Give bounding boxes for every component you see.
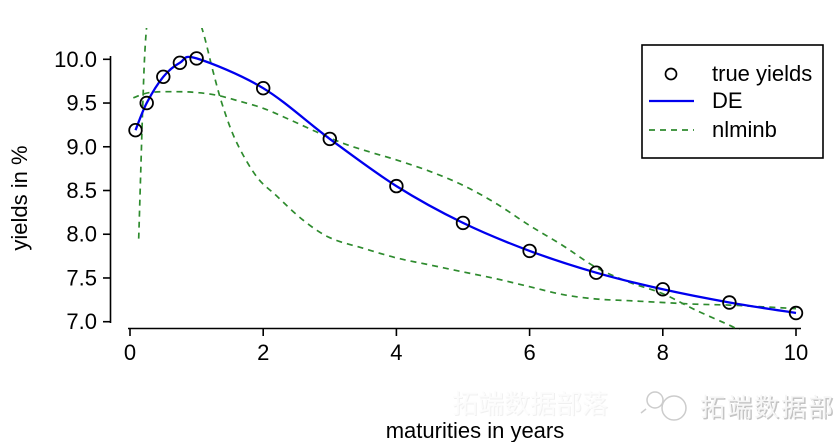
legend-label-nlminb: nlminb bbox=[712, 117, 777, 142]
watermark-center: 拓端数据部落 拓端数据部落 bbox=[452, 389, 609, 420]
data-point-circle bbox=[788, 305, 804, 321]
y-tick-label: 7.0 bbox=[66, 309, 97, 334]
x-axis-title: maturities in years bbox=[386, 418, 565, 442]
data-point-circle bbox=[589, 265, 604, 280]
x-tick-label: 10 bbox=[784, 340, 808, 365]
brand-logo-icon bbox=[640, 391, 687, 421]
svg-text:拓端数据部落: 拓端数据部落 bbox=[700, 394, 834, 422]
data-point-circle bbox=[455, 215, 471, 231]
svg-text:拓端数据部落: 拓端数据部落 bbox=[453, 390, 609, 420]
x-tick-label: 2 bbox=[257, 340, 269, 365]
data-point-circle bbox=[172, 55, 188, 71]
data-point-circle bbox=[655, 282, 671, 297]
data-point-circle bbox=[522, 243, 537, 259]
legend: true yields DE nlminb bbox=[641, 44, 824, 159]
legend-label-true-yields: true yields bbox=[712, 61, 812, 86]
data-point-circle bbox=[256, 80, 271, 96]
x-axis-ticks: 0 2 4 6 8 10 bbox=[124, 328, 808, 365]
true-yields-points bbox=[128, 51, 804, 321]
x-tick-label: 6 bbox=[523, 340, 535, 365]
data-point-circle bbox=[156, 69, 171, 85]
x-tick-label: 8 bbox=[657, 340, 669, 365]
svg-text:拓端数据部落: 拓端数据部落 bbox=[452, 389, 608, 419]
legend-label-de: DE bbox=[712, 88, 743, 113]
y-tick-label: 10.0 bbox=[54, 47, 97, 72]
svg-text:拓端数据部落: 拓端数据部落 bbox=[702, 396, 834, 424]
y-axis-title: yields in % bbox=[7, 145, 32, 250]
y-tick-label: 8.0 bbox=[66, 222, 97, 247]
y-tick-label: 9.0 bbox=[66, 134, 97, 159]
y-tick-label: 7.5 bbox=[66, 265, 97, 290]
data-point-circle bbox=[322, 131, 338, 147]
data-point-circle bbox=[389, 178, 404, 194]
y-tick-label: 8.5 bbox=[66, 178, 97, 203]
y-axis-ticks: 10.0 9.5 9.0 8.5 8.0 7.5 7.0 bbox=[54, 47, 111, 334]
data-point-circle bbox=[189, 51, 204, 66]
watermark-brand: 拓端数据部落 拓端数据部落 bbox=[640, 391, 834, 424]
data-point-circle bbox=[722, 295, 737, 310]
data-point-circle bbox=[139, 95, 154, 111]
data-point-circle bbox=[128, 122, 143, 138]
de-curve bbox=[134, 55, 797, 315]
legend-open-circle-icon bbox=[664, 67, 678, 81]
x-tick-label: 0 bbox=[124, 340, 136, 365]
x-tick-label: 4 bbox=[390, 340, 402, 365]
y-tick-label: 9.5 bbox=[66, 91, 97, 116]
nlminb-curve-2 bbox=[133, 90, 740, 330]
nlminb-curve-1 bbox=[137, 28, 797, 310]
